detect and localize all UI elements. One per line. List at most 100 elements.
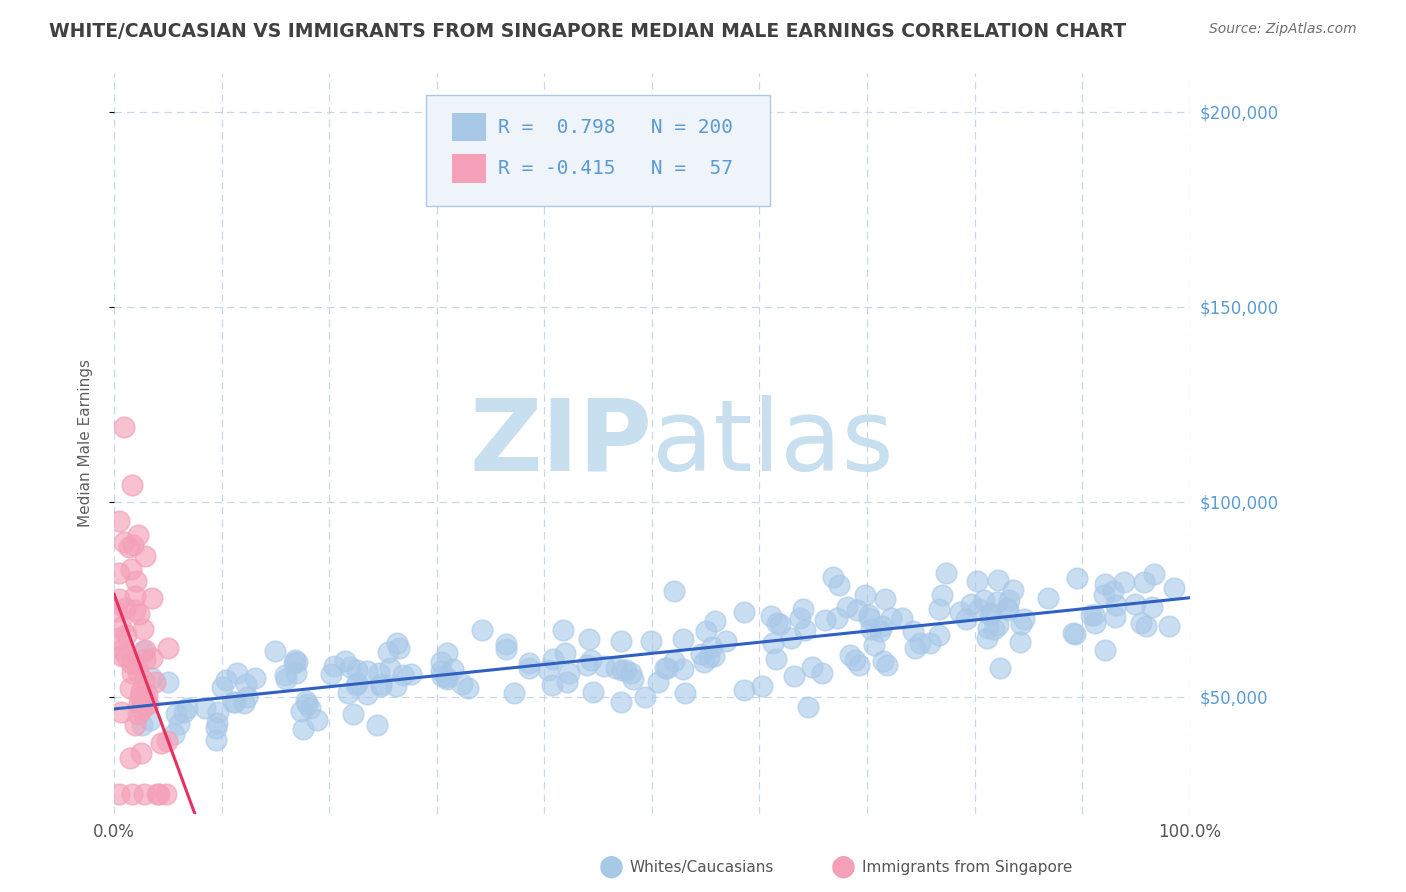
Text: ⬤: ⬤ — [831, 855, 856, 879]
Point — [593, 658, 616, 673]
Point — [356, 664, 378, 678]
Point — [997, 603, 1019, 617]
Point — [299, 701, 322, 715]
Point — [127, 528, 149, 542]
Point — [115, 648, 138, 663]
Point — [322, 659, 344, 673]
Point — [243, 671, 266, 685]
Point — [145, 787, 167, 801]
Point — [987, 617, 1010, 632]
Point — [1038, 591, 1060, 605]
Point — [553, 623, 575, 637]
Point — [672, 662, 695, 676]
Point — [783, 669, 806, 683]
Point — [1010, 617, 1032, 632]
Point — [605, 660, 627, 674]
Point — [557, 675, 579, 690]
Point — [1140, 600, 1163, 615]
Point — [114, 628, 136, 642]
Point — [1094, 577, 1116, 591]
Point — [134, 674, 156, 689]
Point — [194, 701, 217, 715]
Point — [810, 666, 832, 681]
Point — [779, 631, 801, 645]
FancyBboxPatch shape — [451, 113, 486, 141]
FancyBboxPatch shape — [451, 154, 486, 183]
Point — [966, 574, 988, 588]
Point — [1123, 598, 1146, 612]
Point — [541, 678, 564, 692]
Point — [173, 706, 195, 720]
Point — [977, 621, 1000, 635]
Point — [928, 628, 950, 642]
Point — [370, 677, 392, 691]
Point — [610, 634, 633, 648]
Point — [769, 617, 792, 632]
Point — [800, 660, 823, 674]
Point — [980, 607, 1002, 621]
Text: atlas: atlas — [652, 395, 894, 491]
Point — [141, 651, 163, 665]
Point — [700, 640, 723, 654]
Point — [1012, 612, 1035, 626]
Point — [131, 718, 153, 732]
Point — [167, 716, 190, 731]
Point — [118, 681, 141, 695]
Point — [131, 684, 153, 698]
Point — [876, 658, 898, 673]
Point — [986, 595, 1008, 609]
Point — [108, 514, 131, 528]
Point — [155, 787, 177, 801]
Point — [647, 674, 669, 689]
Point — [105, 603, 128, 617]
Point — [319, 667, 342, 681]
Point — [1002, 582, 1025, 597]
Point — [610, 663, 633, 677]
Point — [136, 687, 159, 701]
Point — [124, 718, 146, 732]
Point — [839, 648, 862, 662]
Point — [862, 638, 884, 652]
Point — [844, 653, 866, 667]
Point — [495, 642, 517, 657]
Point — [714, 634, 737, 648]
Point — [821, 570, 844, 584]
Point — [111, 649, 134, 664]
Point — [134, 787, 156, 801]
Point — [121, 665, 143, 680]
Point — [960, 597, 983, 611]
Text: R =  0.798   N = 200: R = 0.798 N = 200 — [498, 118, 733, 136]
Point — [733, 605, 755, 619]
Point — [121, 537, 143, 551]
Point — [141, 671, 163, 685]
Point — [1105, 598, 1128, 612]
Point — [136, 697, 159, 711]
Point — [1084, 616, 1107, 631]
Point — [274, 672, 297, 686]
Point — [108, 592, 131, 607]
Point — [869, 624, 891, 638]
Point — [690, 647, 713, 661]
Point — [273, 667, 295, 681]
Point — [285, 666, 308, 681]
Point — [121, 478, 143, 492]
Point — [205, 716, 228, 731]
Point — [337, 686, 360, 700]
Point — [858, 607, 880, 622]
Point — [110, 706, 132, 720]
Point — [1008, 634, 1031, 648]
Point — [654, 661, 676, 675]
Point — [128, 696, 150, 710]
Point — [222, 695, 245, 709]
Point — [356, 687, 378, 701]
Point — [502, 686, 524, 700]
Point — [973, 593, 995, 607]
Point — [860, 622, 883, 636]
Point — [935, 566, 957, 580]
Point — [792, 601, 814, 615]
Point — [436, 672, 458, 686]
Point — [135, 693, 157, 707]
Point — [441, 662, 464, 676]
Point — [471, 623, 494, 637]
Point — [554, 646, 576, 660]
